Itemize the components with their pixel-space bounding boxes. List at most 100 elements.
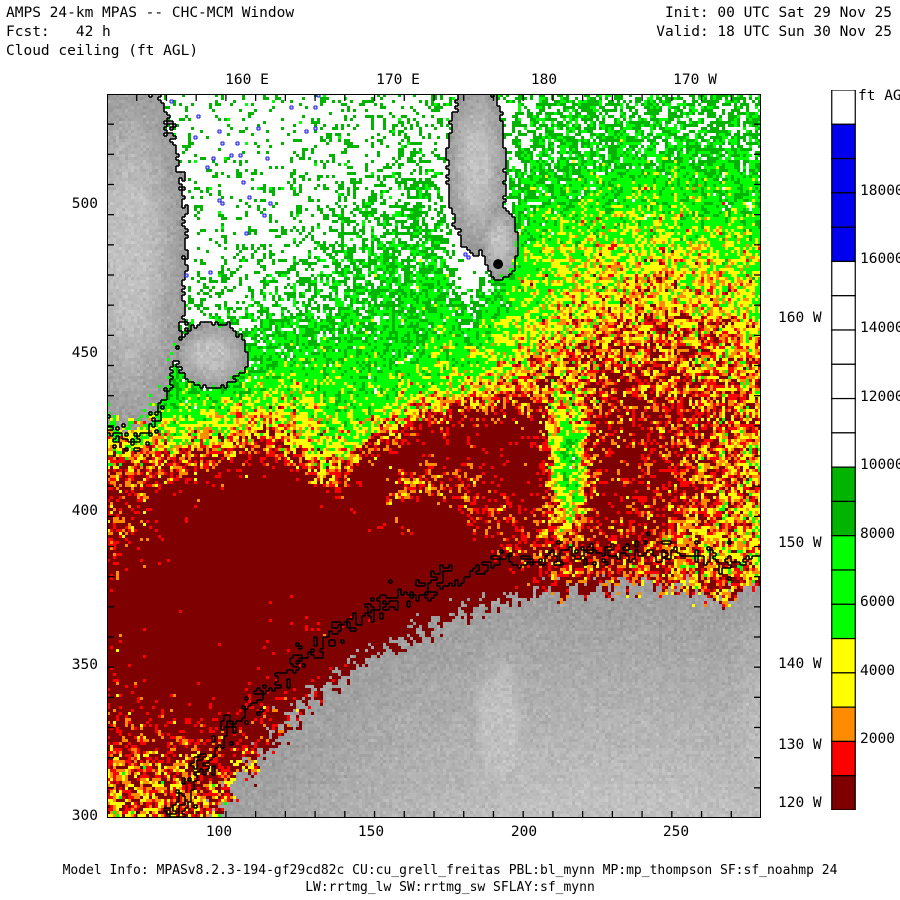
field-cell [269, 187, 272, 190]
field-cell [119, 115, 122, 118]
field-cell [638, 190, 641, 193]
field-cell [416, 187, 419, 190]
field-cell [557, 211, 560, 214]
field-cell [452, 148, 455, 151]
field-cell [584, 214, 587, 217]
field-cell [695, 169, 707, 172]
field-cell [377, 115, 383, 118]
field-cell [554, 175, 563, 178]
field-cell [734, 151, 737, 154]
field-cell [728, 169, 737, 172]
field-cell [584, 136, 590, 139]
field-cell [713, 175, 716, 178]
field-cell [548, 115, 551, 118]
field-cell [137, 163, 140, 166]
field-cell [122, 205, 125, 208]
field-cell [155, 130, 158, 133]
field-cell [152, 187, 155, 190]
field-cell [122, 202, 125, 205]
field-cell [575, 127, 581, 130]
field-cell [644, 214, 647, 217]
field-cell [719, 106, 734, 109]
field-cell [455, 148, 458, 151]
field-cell [515, 166, 524, 169]
field-cell [164, 220, 167, 223]
field-cell [164, 94, 167, 97]
field-cell [509, 100, 512, 103]
field-cell [125, 217, 128, 220]
field-cell [641, 193, 653, 196]
field-cell [656, 175, 659, 178]
field-cell [572, 202, 578, 205]
field-cell [404, 148, 413, 151]
field-cell [230, 175, 236, 178]
field-cell [647, 187, 650, 190]
field-cell [533, 169, 539, 172]
field-cell [632, 151, 635, 154]
field-cell [554, 142, 560, 145]
field-cell [722, 136, 728, 139]
field-cell [467, 196, 470, 199]
field-cell [182, 193, 209, 196]
field-cell [752, 130, 755, 133]
field-cell [296, 181, 335, 184]
field-cell [518, 217, 521, 220]
field-cell [428, 211, 437, 214]
field-cell [152, 211, 155, 214]
field-cell [614, 118, 617, 121]
field-cell [125, 124, 128, 127]
field-cell [494, 151, 497, 154]
field-cell [374, 217, 380, 220]
field-cell [758, 106, 761, 109]
field-cell [560, 127, 563, 130]
field-cell [572, 169, 581, 172]
field-cell [125, 151, 128, 154]
field-cell [686, 172, 689, 175]
field-cell [494, 181, 497, 184]
field-cell [554, 208, 563, 211]
field-cell [635, 175, 638, 178]
field-cell [575, 205, 581, 208]
field-cell [146, 115, 149, 118]
field-cell [581, 103, 599, 106]
field-cell [716, 169, 719, 172]
field-cell [176, 103, 179, 106]
field-cell [137, 190, 140, 193]
field-cell [626, 211, 635, 214]
field-cell [116, 202, 119, 205]
field-cell [521, 145, 530, 148]
field-cell [452, 169, 455, 172]
field-cell [614, 193, 620, 196]
field-cell [365, 109, 368, 112]
field-cell [524, 157, 530, 160]
field-cell [623, 103, 626, 106]
field-cell [110, 163, 113, 166]
field-cell [218, 214, 224, 217]
field-cell [749, 172, 752, 175]
field-cell [518, 181, 521, 184]
field-cell [737, 211, 740, 214]
field-cell [758, 154, 761, 157]
field-cell [422, 190, 425, 193]
field-cell [659, 193, 662, 196]
field-cell [554, 139, 557, 142]
field-cell [527, 151, 533, 154]
field-cell [596, 112, 599, 115]
field-cell [536, 154, 542, 157]
field-cell [140, 208, 143, 211]
field-cell [164, 145, 167, 148]
field-cell [218, 175, 227, 178]
field-cell [746, 100, 752, 103]
field-cell [494, 112, 497, 115]
field-cell [134, 211, 137, 214]
field-cell [479, 154, 482, 157]
field-cell [323, 160, 326, 163]
field-cell [437, 148, 446, 151]
field-cell [698, 130, 707, 133]
field-cell [425, 136, 428, 139]
field-cell [722, 211, 725, 214]
field-cell [527, 199, 548, 202]
field-cell [323, 103, 341, 106]
field-cell [518, 193, 521, 196]
field-cell [437, 103, 440, 106]
